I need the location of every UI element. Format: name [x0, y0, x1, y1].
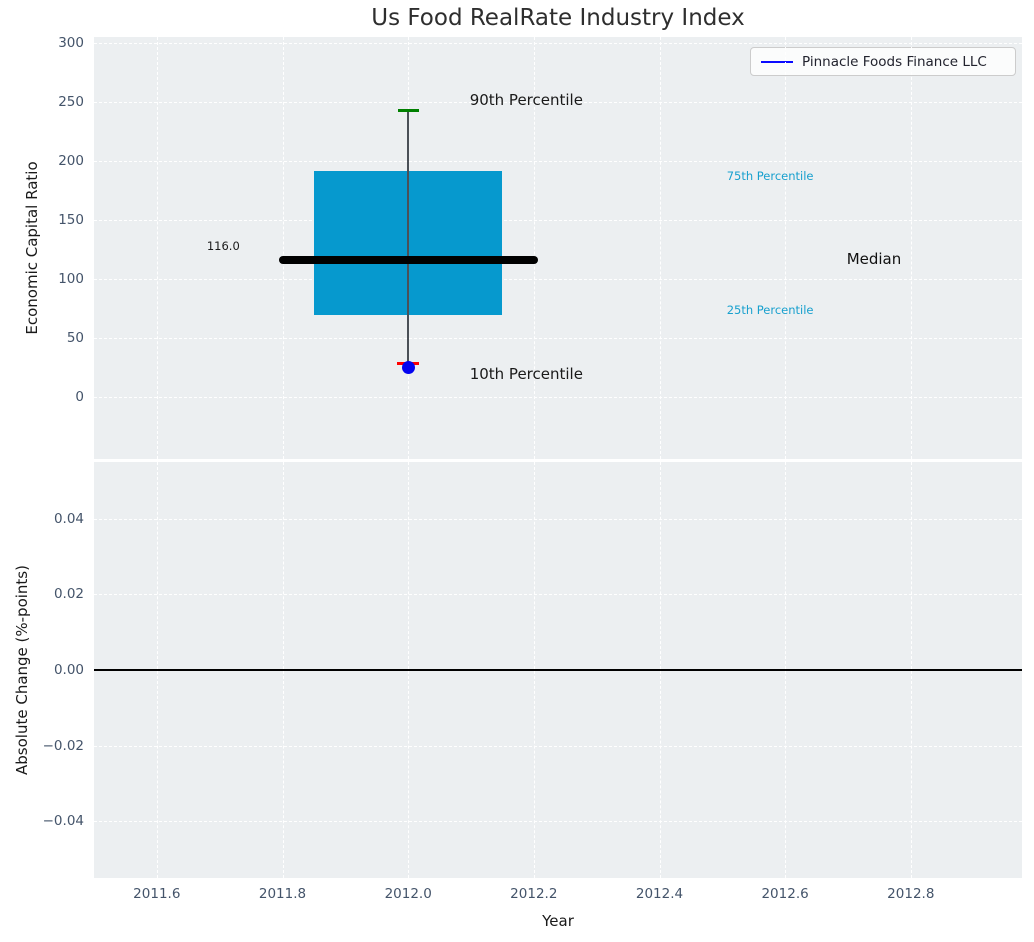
- legend-entry-label: Pinnacle Foods Finance LLC: [802, 53, 987, 70]
- top-plot-area: [94, 37, 1022, 459]
- annotation-median: Median: [846, 249, 902, 268]
- y-tick-label: 300: [58, 35, 84, 52]
- gridline-vertical: [156, 37, 158, 459]
- gridline-horizontal: [94, 161, 1022, 163]
- gridline-horizontal: [94, 745, 1022, 747]
- x-tick-label: 2012.2: [510, 886, 558, 902]
- x-tick-label: 2011.8: [258, 886, 307, 902]
- gridline-vertical: [659, 37, 661, 459]
- legend-box: Pinnacle Foods Finance LLC: [750, 47, 1016, 76]
- y-tick-label: −0.02: [42, 737, 84, 754]
- y-tick-label: 50: [66, 329, 84, 346]
- annotation-116-0: 116.0: [206, 238, 240, 253]
- y-tick-label: 150: [58, 212, 84, 228]
- legend-line-swatch: [761, 60, 793, 63]
- zero-reference-line: [94, 669, 1022, 671]
- gridline-vertical: [785, 37, 787, 459]
- company-value-marker: [401, 360, 415, 374]
- gridline-horizontal: [94, 43, 1022, 45]
- annotation-90th-percentile: 90th Percentile: [469, 90, 583, 109]
- x-tick-label: 2012.0: [384, 886, 432, 902]
- x-tick-label: 2012.4: [635, 886, 684, 902]
- x-tick-label: 2012.6: [761, 886, 809, 902]
- boxplot-whisker-line: [407, 110, 409, 364]
- y-tick-label: 200: [58, 153, 84, 170]
- y-tick-label: 250: [58, 94, 84, 111]
- gridline-horizontal: [94, 220, 1022, 221]
- boxplot-cap-90th: [397, 108, 419, 112]
- gridline-horizontal: [94, 337, 1022, 339]
- gridline-horizontal: [94, 278, 1022, 280]
- x-tick-label: 2011.6: [133, 886, 181, 902]
- annotation-75th-percentile: 75th Percentile: [726, 169, 814, 184]
- y-tick-label: 0.02: [53, 586, 84, 603]
- y-tick-label: 0.04: [53, 510, 84, 527]
- gridline-horizontal: [94, 518, 1022, 520]
- y-tick-label: −0.04: [42, 813, 84, 830]
- gridline-horizontal: [94, 396, 1022, 398]
- x-axis-label: Year: [542, 912, 574, 930]
- chart-title: Us Food RealRate Industry Index: [371, 5, 745, 31]
- y-axis-label-top: Economic Capital Ratio: [23, 161, 41, 335]
- boxplot-median-line: [278, 256, 538, 264]
- gridline-vertical: [533, 37, 535, 459]
- annotation-25th-percentile: 25th Percentile: [726, 302, 814, 317]
- annotation-10th-percentile: 10th Percentile: [469, 365, 583, 384]
- gridline-horizontal: [94, 821, 1022, 823]
- y-tick-label: 0: [75, 388, 84, 405]
- gridline-vertical: [282, 37, 284, 459]
- x-tick-label: 2012.8: [887, 886, 935, 902]
- gridline-vertical: [910, 37, 912, 459]
- y-tick-label: 0.00: [53, 662, 84, 678]
- gridline-horizontal: [94, 594, 1022, 596]
- gridline-horizontal: [94, 102, 1022, 104]
- y-tick-label: 100: [58, 270, 84, 287]
